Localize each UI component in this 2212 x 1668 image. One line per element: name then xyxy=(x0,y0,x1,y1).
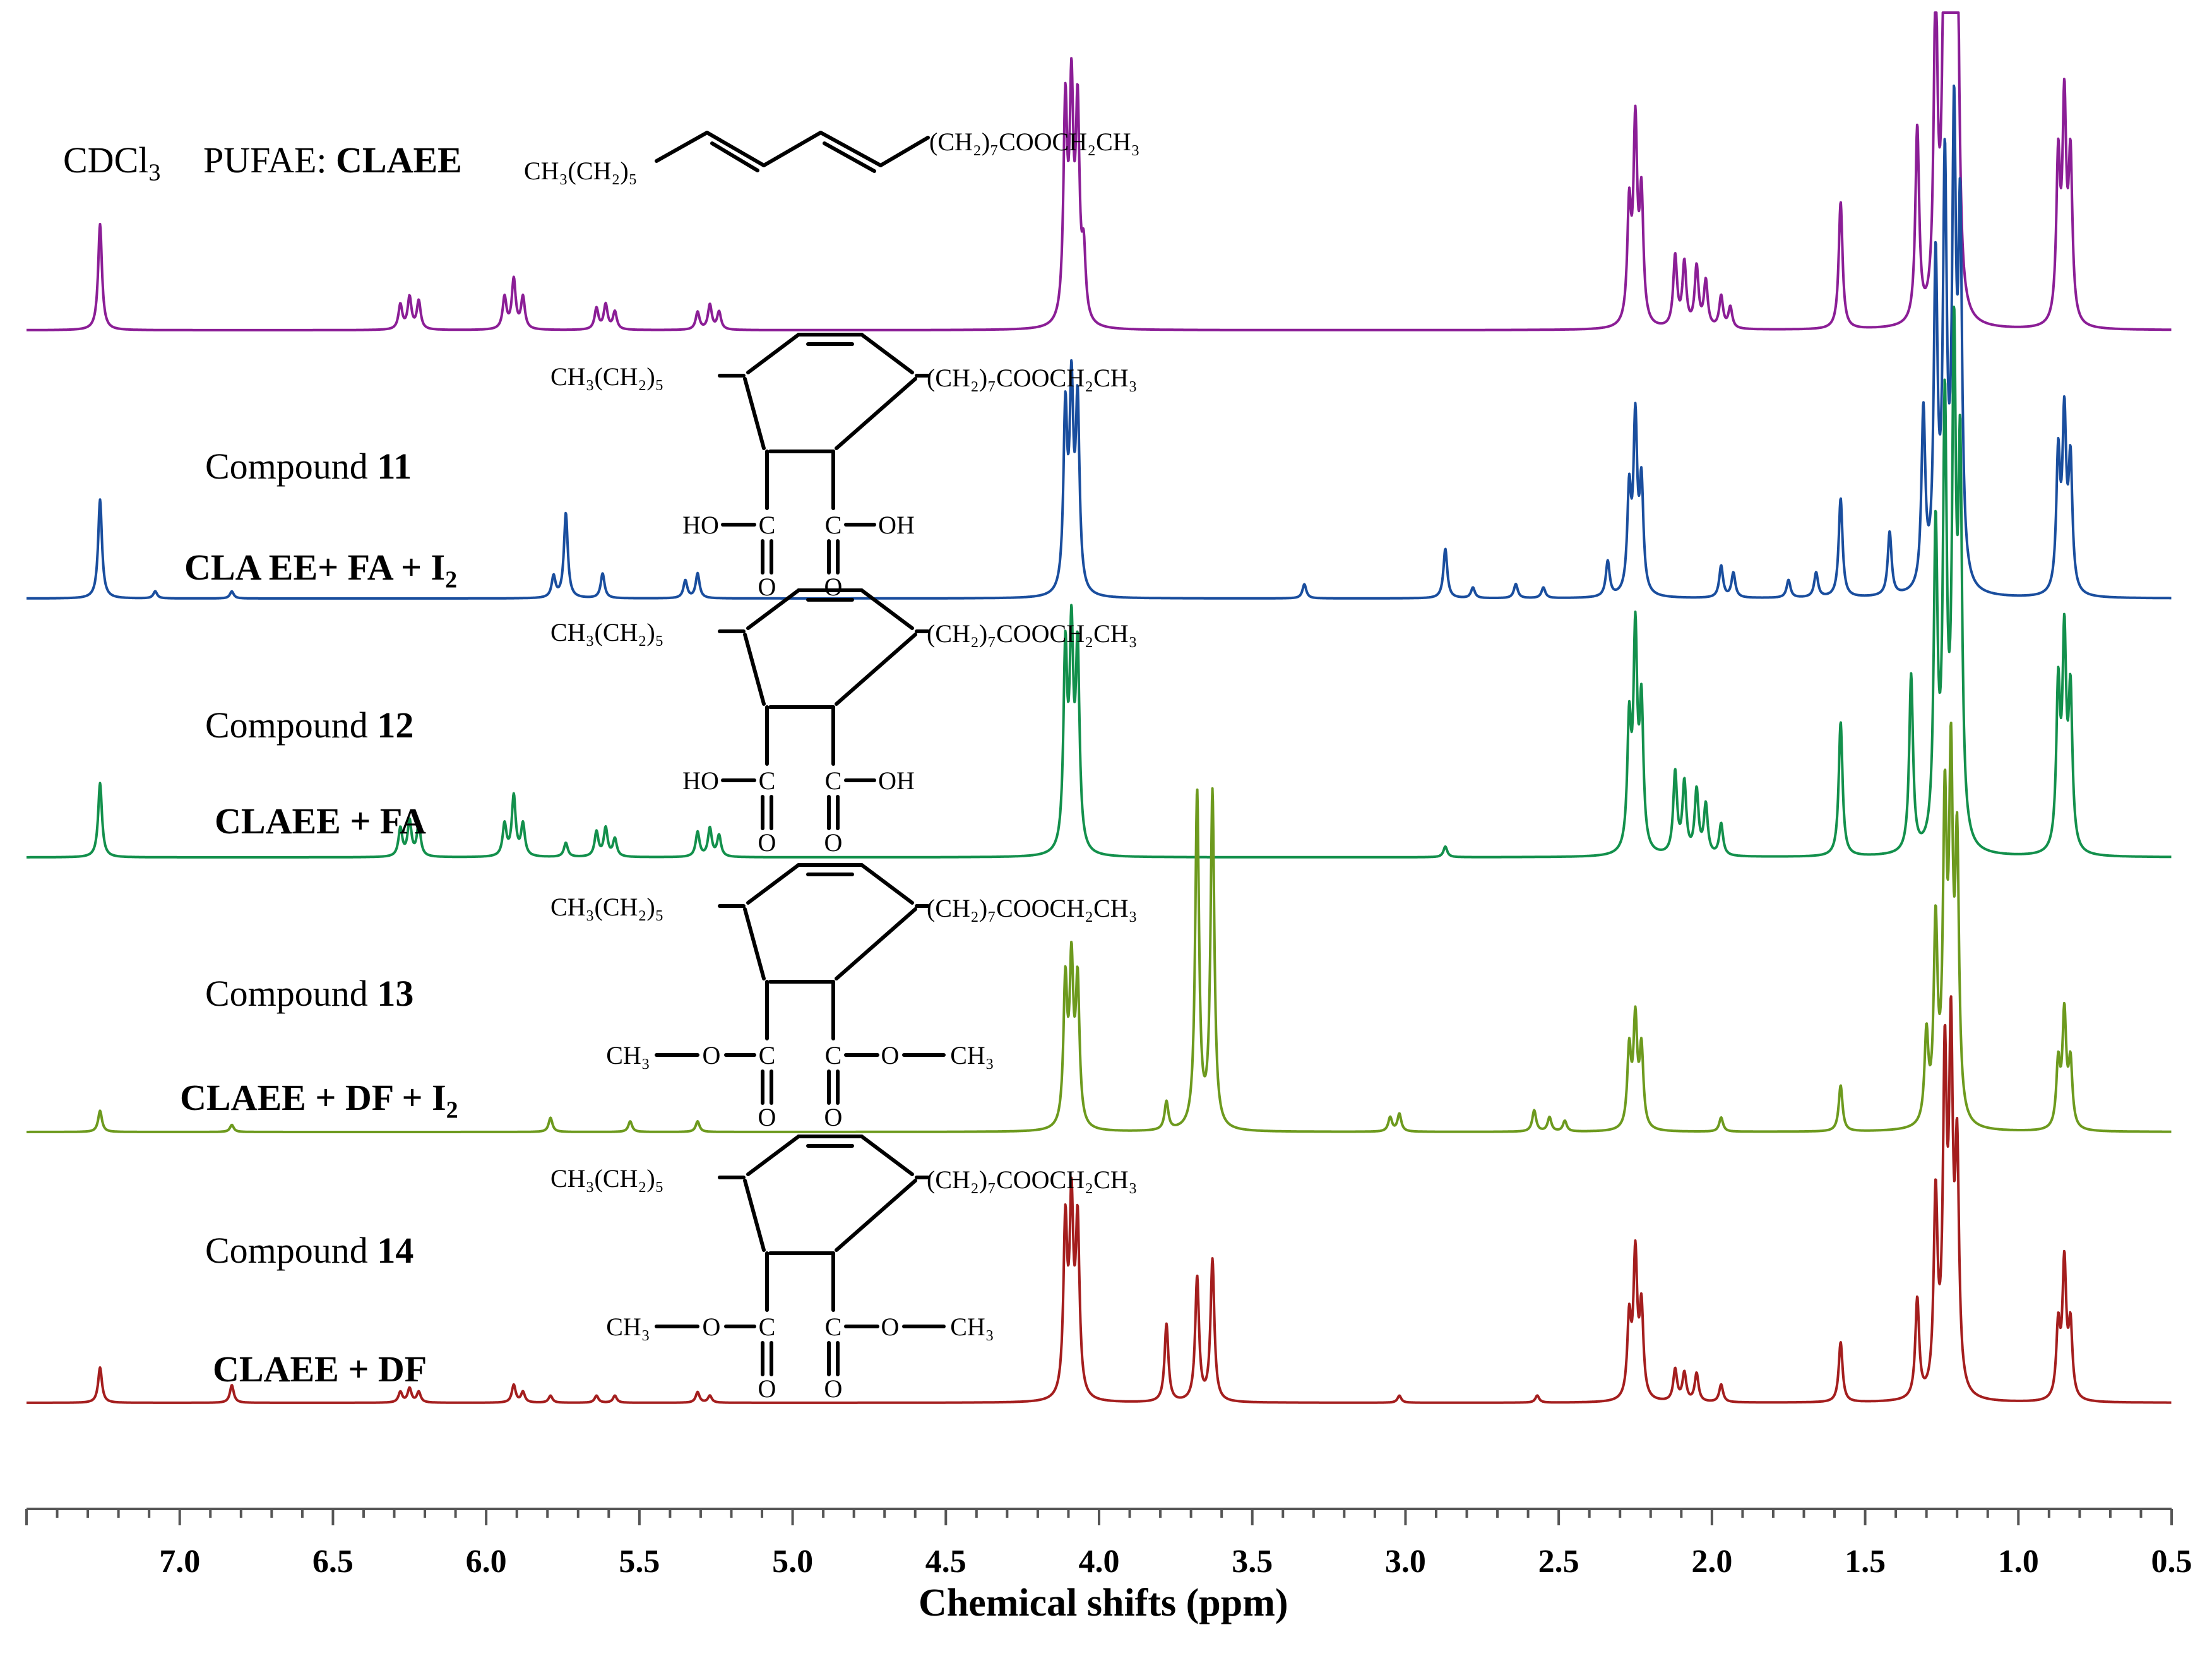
ring-right-chain-text: (CH₂)₇COOCH₂CH₃ xyxy=(927,364,1138,392)
ring-right-chain-text: (CH₂)₇COOCH₂CH₃ xyxy=(927,894,1138,922)
carbon-atom: C xyxy=(759,511,776,539)
reaction-12-label: CLAEE + FA xyxy=(215,801,426,842)
spectrum-trace-1 xyxy=(25,11,2172,331)
compound-12-label: Compound 12 xyxy=(205,705,414,746)
oxygen-atom: O xyxy=(881,1041,900,1069)
ring-bond xyxy=(860,1135,914,1176)
ring-bond xyxy=(743,907,766,980)
x-tick-label: 1.5 xyxy=(1845,1544,1886,1580)
ring-bond xyxy=(743,633,766,706)
oxygen-atom: O xyxy=(758,1374,776,1403)
x-tick-label: 5.0 xyxy=(772,1544,813,1580)
ring-bond xyxy=(746,588,800,630)
x-tick-label: 7.0 xyxy=(159,1544,200,1580)
reaction-13-label: CLAEE + DF + I2 xyxy=(180,1077,458,1124)
ring-bond xyxy=(835,633,917,706)
hydroxyl-text: OH xyxy=(878,766,915,795)
x-tick-label: 1.0 xyxy=(1998,1544,2039,1580)
chain-bond xyxy=(819,131,883,167)
oxygen-atom: O xyxy=(703,1041,721,1069)
methyl-text: CH₃ xyxy=(606,1041,650,1069)
ring-bond xyxy=(746,1135,800,1176)
hydroxyl-text: HO xyxy=(682,511,719,539)
hydroxyl-text: OH xyxy=(878,511,915,539)
chain-bond xyxy=(705,131,766,167)
x-axis: 7.0 6.5 6.0 5.5 5.0 4.5 4.0 3.5 3.0 2.5 2.0 1.5 1.0 0… xyxy=(25,1508,2192,1580)
methyl-text: CH₃ xyxy=(950,1041,994,1069)
reaction-14-label: CLAEE + DF xyxy=(213,1349,427,1390)
chain-bond xyxy=(762,131,823,167)
x-tick-label: 3.0 xyxy=(1385,1544,1426,1580)
oxygen-atom: O xyxy=(758,1103,776,1131)
ring-bond xyxy=(743,1179,766,1252)
ring-bond xyxy=(860,588,914,630)
spectrum-trace-5 xyxy=(25,995,2172,1404)
x-tick-label: 5.5 xyxy=(619,1544,660,1580)
oxygen-atom: O xyxy=(881,1313,900,1341)
structures-group: CH₃(CH₂)₅ (CH₂)₇COOCH₂CH₃ CH₃(CH₂)₅ (CH₂)₇C… xyxy=(524,128,1140,1403)
double-bond xyxy=(823,141,876,173)
methyl-text: CH₃ xyxy=(950,1313,994,1341)
ring-bond xyxy=(835,907,917,980)
x-tick-label: 6.0 xyxy=(466,1544,507,1580)
oxygen-atom: O xyxy=(758,828,776,857)
top-right-chain-text: (CH₂)₇COOCH₂CH₃ xyxy=(929,128,1140,156)
x-tick-label: 6.5 xyxy=(312,1544,354,1580)
carbon-atom: C xyxy=(759,1313,776,1341)
chain-bond xyxy=(655,131,709,163)
oxygen-atom: O xyxy=(824,1103,843,1131)
x-tick-label: 2.5 xyxy=(1538,1544,1579,1580)
compound-14-label: Compound 14 xyxy=(205,1230,414,1271)
carbon-atom: C xyxy=(825,766,842,795)
compound-13-label: Compound 13 xyxy=(205,973,414,1014)
carbon-atom: C xyxy=(825,1041,842,1069)
x-tick-label: 4.0 xyxy=(1079,1544,1120,1580)
double-bond xyxy=(710,141,759,172)
spectrum-trace-4 xyxy=(25,722,2172,1133)
ring-bond xyxy=(746,863,800,905)
x-tick-label: 3.5 xyxy=(1232,1544,1273,1580)
x-tick-label: 4.5 xyxy=(925,1544,966,1580)
spectra-group xyxy=(25,11,2172,1404)
ring-left-chain-text: CH₃(CH₂)₅ xyxy=(550,618,664,646)
ring-right-chain-text: (CH₂)₇COOCH₂CH₃ xyxy=(927,1165,1138,1194)
ring-bond xyxy=(860,333,914,374)
x-tick-label: 2.0 xyxy=(1691,1544,1732,1580)
methyl-text: CH₃ xyxy=(606,1313,650,1341)
ring-left-chain-text: CH₃(CH₂)₅ xyxy=(550,1164,664,1193)
carbon-atom: C xyxy=(825,511,842,539)
reaction-11-label: CLA EE+ FA + I2 xyxy=(184,547,458,593)
oxygen-atom: O xyxy=(758,573,776,601)
ring-right-chain-text: (CH₂)₇COOCH₂CH₃ xyxy=(927,619,1138,648)
ring-bond xyxy=(835,377,917,450)
solvent-label: CDCl3 xyxy=(63,140,161,186)
ring-left-chain-text: CH₃(CH₂)₅ xyxy=(550,893,664,921)
carbon-atom: C xyxy=(825,1313,842,1341)
x-tick-label: 0.5 xyxy=(2151,1544,2192,1580)
oxygen-atom: O xyxy=(824,828,843,857)
spectrum-trace-3 xyxy=(25,306,2172,859)
carbon-atom: C xyxy=(759,1041,776,1069)
oxygen-atom: O xyxy=(703,1313,721,1341)
chain-bond xyxy=(879,136,930,167)
oxygen-atom: O xyxy=(824,1374,843,1403)
hydroxyl-text: HO xyxy=(682,766,719,795)
top-left-chain-text: CH₃(CH₂)₅ xyxy=(524,157,638,185)
x-axis-title: Chemical shifts (ppm) xyxy=(919,1582,1288,1624)
ring-left-chain-text: CH₃(CH₂)₅ xyxy=(550,362,664,391)
spectrum-trace-2 xyxy=(25,84,2172,600)
ring-bond xyxy=(746,333,800,374)
ring-bond xyxy=(860,863,914,905)
oxygen-atom: O xyxy=(824,573,843,601)
carbon-atom: C xyxy=(759,766,776,795)
compound-11-label: Compound 11 xyxy=(205,446,412,487)
ring-bond xyxy=(743,377,766,450)
ring-bond xyxy=(835,1179,917,1252)
top-compound-label: PUFAE: CLAEE xyxy=(203,140,462,181)
